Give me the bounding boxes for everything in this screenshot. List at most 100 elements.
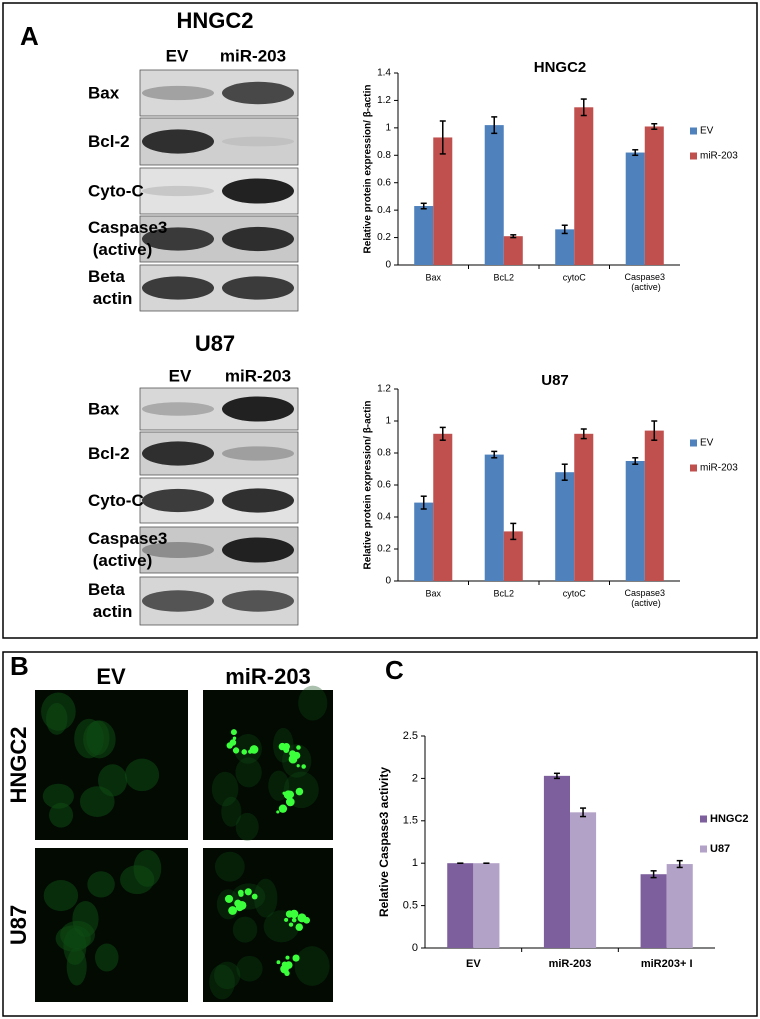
legend-swatch (690, 464, 697, 472)
fluorescent-spot (224, 894, 234, 903)
fluorescent-spot (285, 797, 295, 807)
x-tick-label: Bax (425, 272, 441, 282)
error-bar (420, 202, 427, 210)
x-tick-label: BcL2 (493, 588, 514, 598)
micrograph (35, 848, 188, 1002)
blot-band (222, 537, 294, 563)
chart-title: U87 (541, 372, 569, 389)
cell (86, 720, 110, 756)
error-bar (561, 463, 568, 481)
blot-band (222, 446, 294, 461)
bar (666, 864, 693, 948)
blot-band (142, 276, 214, 300)
cell (254, 878, 278, 918)
bar (644, 126, 664, 265)
blot-band (222, 226, 294, 252)
blot-band (142, 402, 214, 416)
error-bar (580, 428, 587, 440)
y-axis-label: Relative protein expression/ β-actin (363, 401, 374, 570)
bar (503, 236, 523, 265)
fluorescent-spot (285, 910, 294, 918)
bar (570, 812, 597, 948)
fluorescent-spot (276, 810, 280, 814)
fluorescent-spot (237, 900, 247, 910)
blot-band (142, 227, 214, 251)
fluorescent-spot (227, 743, 231, 747)
cell (124, 758, 160, 792)
bar (640, 874, 667, 948)
cell (43, 880, 79, 912)
y-tick-label: 0.5 (403, 900, 418, 912)
y-tick-label: 1.2 (377, 384, 391, 395)
x-tick-label: cytoC (563, 272, 587, 282)
fluorescent-spot (244, 888, 252, 896)
cell (63, 927, 87, 966)
cell (233, 734, 262, 764)
bar (625, 152, 645, 265)
bar (484, 125, 504, 265)
bar (484, 454, 504, 581)
blot-band (142, 488, 214, 513)
error-bar (491, 450, 498, 459)
bar (414, 502, 434, 581)
fluorescent-spot (230, 729, 237, 736)
error-bar (580, 98, 587, 117)
fluorescent-spot (248, 749, 253, 754)
blot-row-label: Bcl-2 (88, 444, 130, 463)
y-tick-label: 1.5 (403, 815, 418, 827)
legend-label: EV (700, 126, 714, 137)
y-tick-label: 0.6 (377, 177, 391, 188)
cell (221, 796, 242, 827)
legend-swatch (690, 127, 697, 135)
error-bar (676, 859, 683, 869)
y-tick-label: 0.6 (377, 480, 391, 491)
x-tick-label: Caspase3 (active) (624, 588, 665, 608)
blot-row-label: Bcl-2 (88, 132, 130, 151)
x-tick-label: EV (466, 958, 481, 970)
fluorescent-spot (296, 764, 300, 768)
fluorescent-spot (237, 889, 244, 896)
x-tick-label: cytoC (563, 588, 587, 598)
cell (236, 955, 263, 982)
error-bar (632, 457, 639, 465)
blot-band (142, 85, 214, 101)
blot-column-label: EV (169, 366, 192, 385)
error-bar (651, 122, 658, 130)
y-tick-label: 0 (412, 942, 418, 954)
error-bar (510, 522, 517, 541)
blot-title: HNGC2 (176, 8, 253, 33)
error-bar (420, 495, 427, 510)
y-tick-label: 0 (385, 260, 391, 271)
legend-label: miR-203 (700, 463, 738, 474)
cell (97, 764, 128, 797)
legend-label: miR-203 (700, 151, 738, 162)
blot-column-label: miR-203 (225, 366, 291, 385)
blot-title: U87 (195, 331, 235, 356)
fluorescent-spot (232, 736, 237, 741)
fluorescent-spot (228, 906, 237, 915)
micrograph (203, 848, 333, 1002)
bar (447, 863, 474, 948)
fluorescent-spot (229, 739, 237, 746)
blot-row-label: Bax (88, 399, 120, 418)
y-tick-label: 1 (385, 122, 391, 133)
error-bar (561, 224, 568, 235)
bar (473, 863, 500, 948)
cell (95, 943, 119, 972)
legend-swatch (690, 152, 697, 160)
blot-row-label: Cyto-C (88, 181, 144, 200)
fluorescent-spot (232, 747, 240, 754)
x-tick-label: BcL2 (493, 272, 514, 282)
legend-swatch (700, 845, 707, 853)
fluorescent-spot (285, 955, 290, 960)
error-bar (651, 420, 658, 441)
y-tick-label: 0.8 (377, 150, 391, 161)
fluorescent-spot (288, 754, 298, 764)
micrograph-row-label: HNGC2 (6, 726, 31, 803)
y-tick-label: 1.4 (377, 68, 391, 79)
chart-title: HNGC2 (534, 59, 587, 76)
fluorescent-spot (280, 964, 289, 974)
error-bar (632, 149, 639, 157)
x-tick-label: miR-203 (549, 958, 592, 970)
error-bar (439, 120, 446, 155)
